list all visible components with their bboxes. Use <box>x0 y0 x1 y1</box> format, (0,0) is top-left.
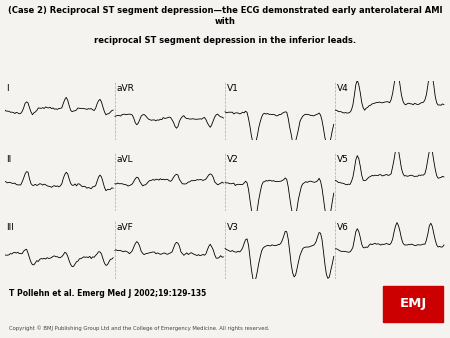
Text: I: I <box>6 84 9 93</box>
Text: V2: V2 <box>226 155 238 164</box>
FancyBboxPatch shape <box>382 286 443 322</box>
Text: T Pollehn et al. Emerg Med J 2002;19:129-135: T Pollehn et al. Emerg Med J 2002;19:129… <box>9 289 206 298</box>
Text: V5: V5 <box>337 155 349 164</box>
Text: aVL: aVL <box>116 155 133 164</box>
Text: III: III <box>6 223 14 232</box>
Text: Copyright © BMJ Publishing Group Ltd and the College of Emergency Medicine. All : Copyright © BMJ Publishing Group Ltd and… <box>9 325 270 331</box>
Text: V4: V4 <box>337 84 348 93</box>
Text: V1: V1 <box>226 84 238 93</box>
Text: V3: V3 <box>226 223 238 232</box>
Text: reciprocal ST segment depression in the inferior leads.: reciprocal ST segment depression in the … <box>94 36 356 45</box>
Text: V6: V6 <box>337 223 349 232</box>
Text: aVF: aVF <box>116 223 133 232</box>
Text: EMJ: EMJ <box>400 297 427 310</box>
Text: aVR: aVR <box>116 84 134 93</box>
Text: (Case 2) Reciprocal ST segment depression—the ECG demonstrated early anterolater: (Case 2) Reciprocal ST segment depressio… <box>8 6 442 26</box>
Text: II: II <box>6 155 11 164</box>
